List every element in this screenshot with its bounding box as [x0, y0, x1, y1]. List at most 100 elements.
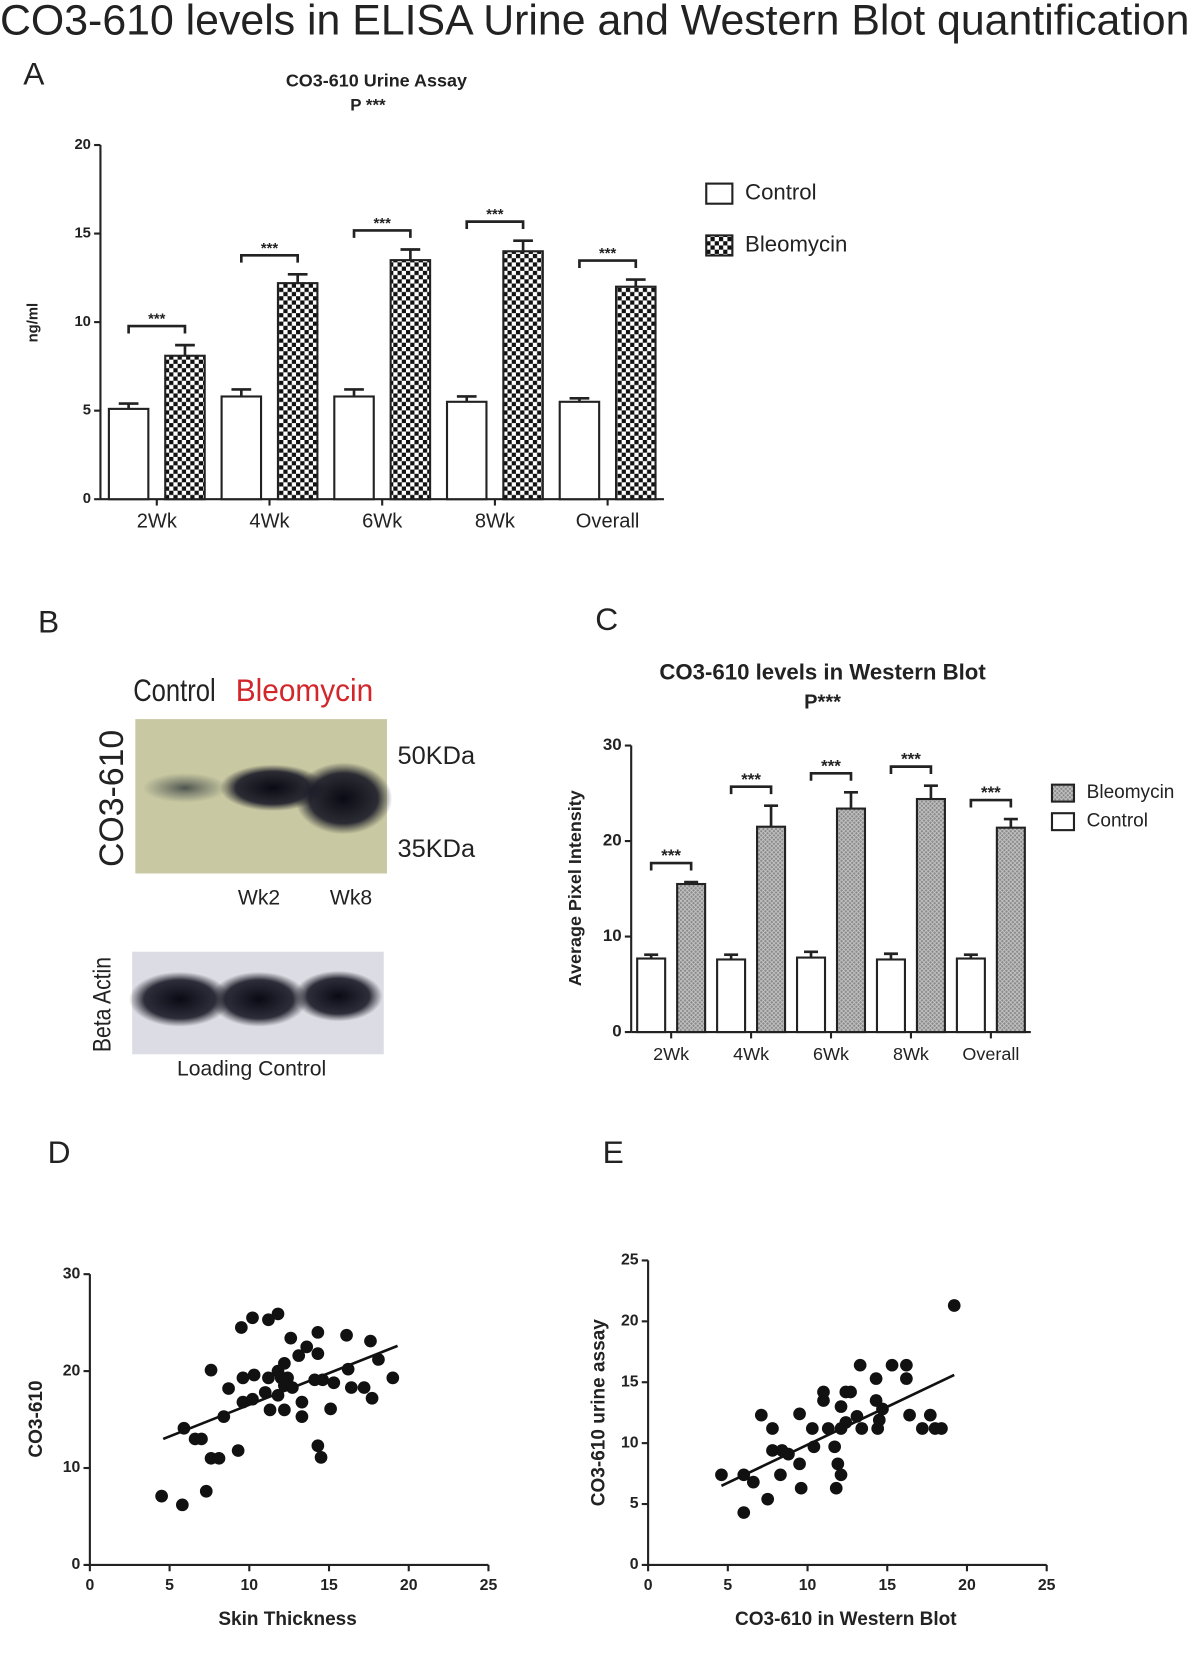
- x-tick-label: 25: [480, 1577, 498, 1594]
- scatter-point: [231, 1444, 245, 1457]
- marker-label: 35KDa: [398, 835, 476, 863]
- bar: [502, 250, 544, 501]
- scatter-point: [357, 1381, 371, 1394]
- bar: [795, 956, 827, 1034]
- scatter-point: [246, 1311, 259, 1325]
- scatter-point: [844, 1385, 857, 1399]
- y-tick-label: 5: [630, 1495, 639, 1512]
- scatter-point: [365, 1391, 379, 1405]
- scatter-point: [195, 1432, 208, 1446]
- bar: [220, 395, 263, 501]
- significance-label: ***: [148, 312, 166, 328]
- scatter-point: [281, 1371, 294, 1385]
- y-tick-label: 30: [603, 735, 622, 754]
- scatter-point: [212, 1451, 226, 1465]
- scatter-point: [766, 1422, 779, 1435]
- significance-bracket: [352, 229, 412, 238]
- error-bar: [1003, 817, 1018, 828]
- x-tick-label: 10: [799, 1577, 817, 1594]
- significance-label: ***: [901, 750, 921, 769]
- loading-protein: Beta Actin: [88, 957, 116, 1052]
- significance-label: ***: [981, 783, 1001, 802]
- error-bar: [844, 791, 858, 809]
- error-bar: [287, 272, 308, 284]
- lane-label: Control: [133, 672, 215, 708]
- scatter-point: [900, 1372, 913, 1385]
- bar: [875, 958, 907, 1034]
- error-bar: [118, 402, 139, 409]
- y-tick-label: 20: [603, 831, 622, 850]
- scatter-point: [386, 1371, 400, 1385]
- scatter-point: [295, 1410, 309, 1423]
- x-tick-label: 5: [723, 1577, 732, 1594]
- blot-panel: B Control Bleomycin CO3-610 50KDa 35KDa …: [38, 603, 476, 1080]
- significance-bracket: [578, 259, 638, 268]
- scatter-point: [372, 1353, 385, 1366]
- scatter-point: [278, 1403, 291, 1417]
- scatter-point: [831, 1457, 845, 1471]
- panel-letter: D: [48, 1134, 71, 1170]
- scatter-point: [300, 1340, 314, 1354]
- bar: [445, 400, 488, 501]
- scatter-point: [295, 1395, 309, 1409]
- bar: [389, 259, 432, 501]
- y-tick-label: 10: [74, 314, 90, 330]
- scatter-point: [314, 1451, 328, 1464]
- blot-band: [128, 971, 231, 1027]
- scatter-point: [364, 1334, 377, 1348]
- y-tick-label: 25: [621, 1252, 639, 1269]
- significance-bracket: [729, 785, 773, 795]
- y-axis-label: Average Pixel Intensity: [565, 790, 585, 986]
- scatter-point: [923, 1408, 937, 1422]
- significance-bracket: [889, 765, 933, 775]
- x-tick-label: 20: [958, 1577, 976, 1594]
- y-tick-label: 5: [83, 403, 91, 419]
- y-tick-label: 20: [74, 137, 90, 153]
- bar: [835, 807, 867, 1034]
- x-tick-label: 6Wk: [362, 511, 403, 533]
- panel-letter: E: [603, 1134, 624, 1170]
- y-tick-label: 10: [603, 926, 622, 945]
- scatter-point: [855, 1422, 869, 1435]
- y-axis-label: CO3-610 urine assay: [589, 1319, 610, 1507]
- bar: [107, 407, 150, 501]
- chart-subtitle: P ***: [350, 95, 386, 114]
- legend-swatch: [705, 234, 734, 257]
- marker-label: 50KDa: [398, 742, 476, 770]
- scatter-point: [311, 1347, 325, 1360]
- panel-letter: B: [38, 603, 59, 639]
- significance-label: ***: [374, 216, 392, 232]
- bar: [676, 882, 707, 1034]
- significance-bracket: [240, 253, 299, 263]
- scatter-point: [234, 1321, 248, 1334]
- scatter-point: [766, 1444, 779, 1457]
- significance-label: ***: [821, 756, 841, 775]
- error-bar: [400, 248, 421, 261]
- scatter-point: [340, 1328, 353, 1342]
- scatter-point: [199, 1484, 213, 1498]
- bar: [955, 957, 986, 1034]
- x-tick-label: 5: [165, 1577, 174, 1594]
- scatter-point: [774, 1468, 787, 1482]
- scatter-point: [754, 1408, 768, 1422]
- scatter-point: [828, 1440, 841, 1454]
- bar: [333, 395, 375, 501]
- figure-title: CO3-610 levels in ELISA Urine and Wester…: [0, 0, 1189, 44]
- scatter-point: [715, 1468, 728, 1482]
- y-tick-label: 0: [83, 491, 91, 507]
- y-tick-label: 20: [621, 1313, 639, 1330]
- y-tick-label: 0: [612, 1022, 621, 1041]
- scatter-point: [915, 1422, 929, 1435]
- significance-bracket: [127, 324, 187, 334]
- error-bar: [231, 388, 252, 397]
- x-tick-label: 4Wk: [733, 1044, 770, 1064]
- scatter-point: [793, 1457, 806, 1471]
- chart-title: CO3-610 Urine Assay: [286, 70, 467, 90]
- blot-target: CO3-610: [93, 730, 131, 867]
- scatter-point: [761, 1492, 775, 1506]
- scatter-point: [794, 1481, 808, 1495]
- x-tick-label: 20: [400, 1577, 418, 1594]
- scatter-point: [872, 1413, 886, 1427]
- x-axis-label: Skin Thickness: [218, 1609, 356, 1630]
- scatter-point: [805, 1422, 819, 1435]
